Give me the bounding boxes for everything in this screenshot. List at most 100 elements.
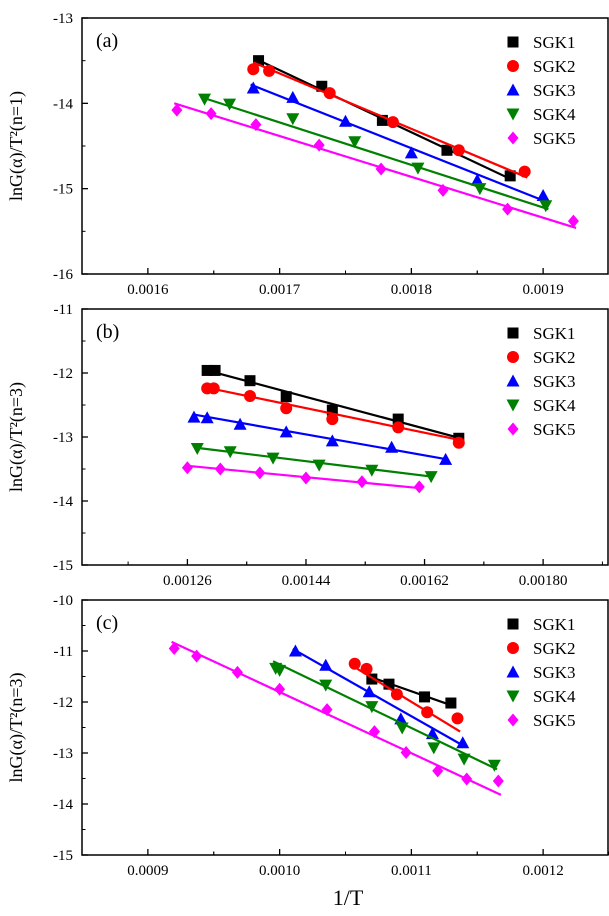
data-point [470, 173, 484, 186]
data-point [205, 107, 217, 121]
x-tick-label: 0.0019 [523, 282, 564, 298]
x-axis-label: 1/T [333, 885, 364, 910]
data-point [385, 440, 399, 453]
data-point [445, 697, 457, 709]
series-sgk4 [198, 93, 553, 213]
series-sgk2 [348, 657, 464, 733]
y-axis-label: lnG(α)/T²(n=1) [6, 91, 27, 201]
data-point [386, 116, 399, 129]
panel-a: 0.0016 0.0017 0.0018 0.0019 -16 -15 -14 -13 lnG(… [6, 11, 609, 298]
legend-entry: SGK1 [533, 324, 576, 343]
data-point [392, 421, 405, 434]
series-sgk4 [269, 660, 501, 772]
series-sgk5 [181, 461, 425, 494]
data-point [214, 462, 226, 476]
legend-marker [506, 690, 520, 703]
data-point [244, 375, 256, 387]
data-point [419, 691, 431, 703]
x-tick-label: 0.00180 [519, 573, 568, 589]
legend-entry: SGK5 [533, 711, 576, 730]
data-point [288, 644, 302, 657]
x-tick-label: 0.0012 [523, 863, 564, 879]
legend-marker [506, 399, 520, 412]
data-point [273, 664, 287, 677]
x-tick-label: 0.0018 [391, 282, 432, 298]
y-tick-label: -10 [53, 593, 73, 609]
panel-label: (b) [96, 321, 119, 343]
data-point [487, 759, 501, 772]
data-point [457, 753, 471, 766]
data-point [473, 183, 487, 196]
data-point [274, 682, 286, 696]
legend-entry: SGK2 [533, 57, 576, 76]
data-point [319, 658, 333, 671]
y-tick-label: -15 [53, 558, 73, 574]
panel-label: (a) [96, 30, 118, 52]
legend-marker [507, 36, 519, 48]
series-sgk1 [253, 55, 516, 182]
panel-b: 0.00126 0.00144 0.00162 0.00180 -15 -14 -13 -12… [6, 302, 609, 589]
data-point [254, 466, 266, 480]
legend-marker [506, 374, 520, 387]
legend-entry: SGK4 [533, 105, 576, 124]
y-tick-label: -11 [54, 644, 73, 660]
fit-line [171, 640, 502, 796]
legend-entry: SGK4 [533, 687, 576, 706]
data-point [190, 443, 204, 456]
data-point [326, 404, 338, 416]
data-point [312, 459, 326, 472]
data-point [171, 103, 183, 117]
data-point [246, 81, 260, 94]
panel-c: 0.0009 0.0010 0.0011 0.0012 -15 -14 -13 -12 -11 -… [6, 593, 609, 879]
data-point [461, 772, 473, 786]
data-point [325, 434, 339, 447]
data-point [286, 90, 300, 103]
legend-marker [507, 131, 519, 145]
data-point [198, 93, 212, 106]
legend-entry: SGK5 [533, 420, 576, 439]
data-point [223, 98, 237, 111]
data-point [223, 446, 237, 459]
data-point [323, 87, 336, 100]
data-point [286, 113, 300, 126]
data-point [266, 452, 280, 465]
data-point [280, 391, 292, 403]
legend-entry: SGK1 [533, 615, 576, 634]
fit-line [368, 675, 454, 708]
data-point [319, 679, 333, 692]
data-point [321, 703, 333, 717]
x-tick-label: 0.00162 [400, 573, 449, 589]
data-point [452, 436, 465, 449]
data-point [207, 382, 220, 395]
data-point [187, 410, 201, 423]
legend-marker [507, 642, 519, 654]
data-point [413, 480, 425, 494]
series-sgk1 [366, 673, 457, 709]
y-tick-label: -12 [53, 366, 73, 382]
data-point [366, 673, 378, 685]
data-point [518, 165, 531, 178]
fit-line [272, 660, 498, 771]
fit-line [201, 96, 549, 211]
data-point [365, 701, 379, 714]
data-point [362, 685, 376, 698]
y-tick-label: -14 [53, 96, 73, 112]
data-point [432, 764, 444, 778]
data-point [368, 725, 380, 739]
legend-entry: SGK3 [533, 372, 576, 391]
legend-marker [506, 83, 520, 96]
data-point [504, 170, 516, 182]
data-point [168, 641, 180, 655]
series-sgk2 [201, 382, 465, 449]
series-sgk5 [168, 640, 504, 796]
series-sgk3 [187, 410, 453, 465]
data-point [348, 136, 362, 149]
legend-entry: SGK5 [533, 129, 576, 148]
data-point [441, 144, 453, 156]
series-sgk5 [171, 102, 579, 229]
fit-line [356, 667, 461, 733]
data-point [253, 55, 265, 67]
y-tick-label: -15 [53, 848, 73, 864]
data-point [279, 425, 293, 438]
